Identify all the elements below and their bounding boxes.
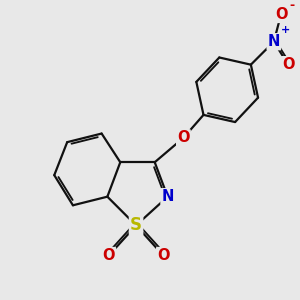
Text: O: O	[103, 248, 115, 263]
Text: O: O	[275, 7, 287, 22]
Text: O: O	[282, 57, 294, 72]
Text: +: +	[281, 25, 290, 35]
Text: N: N	[268, 34, 280, 49]
Text: O: O	[157, 248, 170, 263]
Text: O: O	[177, 130, 190, 145]
Text: S: S	[130, 216, 142, 234]
Text: -: -	[289, 0, 294, 12]
Text: N: N	[161, 189, 174, 204]
